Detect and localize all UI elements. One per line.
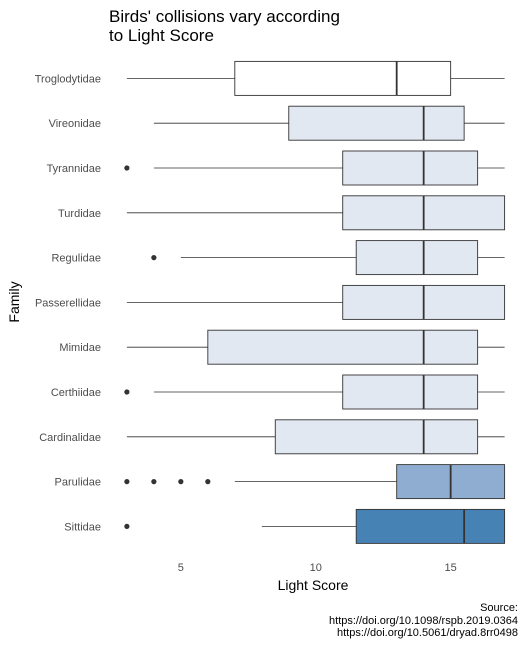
box-certhiidae (342, 374, 479, 410)
box-group-passerellidae (126, 284, 506, 320)
box-group-parulidae (124, 464, 506, 500)
box-group-cardinalidae (126, 419, 505, 455)
x-tick-label-15: 15 (445, 562, 457, 574)
outlier-parulidae-0 (124, 479, 130, 485)
box-cardinalidae (274, 419, 479, 455)
y-tick-label-sittidae: Sittidae (64, 521, 101, 533)
outlier-certhiidae-0 (124, 389, 130, 395)
box-sittidae (355, 508, 506, 544)
plot-area (124, 60, 506, 544)
outlier-parulidae-1 (151, 479, 157, 485)
x-tick-label-5: 5 (178, 562, 184, 574)
box-group-certhiidae (124, 374, 505, 410)
box-mimidae (207, 329, 479, 365)
box-tyrannidae (342, 150, 479, 186)
box-group-sittidae (124, 508, 506, 544)
box-troglodytidae (234, 60, 452, 96)
y-tick-label-turdidae: Turdidae (58, 208, 101, 220)
y-axis-tick-labels: Troglodytidae Vireonidae Tyrannidae Turdida… (35, 73, 101, 533)
outlier-parulidae-2 (178, 479, 184, 485)
outlier-tyrannidae-0 (124, 165, 130, 171)
outlier-regulidae-0 (151, 255, 157, 261)
box-group-vireonidae (153, 105, 505, 141)
box-group-turdidae (126, 195, 506, 231)
x-axis-title: Light Score (278, 577, 349, 593)
outlier-sittidae-0 (124, 523, 130, 530)
x-tick-label-10: 10 (310, 562, 322, 574)
chart-title-line-2: to Light Score (109, 26, 214, 45)
y-tick-label-regulidae: Regulidae (51, 253, 101, 265)
box-vireonidae (288, 105, 465, 141)
box-group-regulidae (151, 240, 505, 276)
y-tick-label-certhiidae: Certhiidae (51, 387, 101, 399)
y-tick-label-passerellidae: Passerellidae (35, 297, 101, 309)
box-group-mimidae (126, 329, 505, 365)
y-tick-label-vireonidae: Vireonidae (49, 118, 101, 130)
y-axis-title: Family (6, 281, 22, 322)
y-tick-label-troglodytidae: Troglodytidae (35, 73, 101, 85)
source-doi-1: https://doi.org/10.1098/rspb.2019.0364 (329, 615, 518, 627)
box-group-troglodytidae (126, 60, 505, 96)
y-tick-label-tyrannidae: Tyrannidae (47, 163, 101, 175)
y-tick-label-parulidae: Parulidae (55, 477, 101, 489)
box-regulidae (355, 240, 479, 276)
x-axis-tick-labels: 5 10 15 (178, 562, 457, 574)
source-doi-2: https://doi.org/10.5061/dryad.8rr0498 (337, 627, 518, 639)
box-group-tyrannidae (124, 150, 505, 186)
outlier-parulidae-3 (205, 479, 211, 485)
source-label: Source: (480, 602, 518, 614)
y-tick-label-cardinalidae: Cardinalidae (39, 432, 101, 444)
y-tick-label-mimidae: Mimidae (59, 342, 101, 354)
chart-title-line-1: Birds' collisions vary according (109, 7, 340, 26)
